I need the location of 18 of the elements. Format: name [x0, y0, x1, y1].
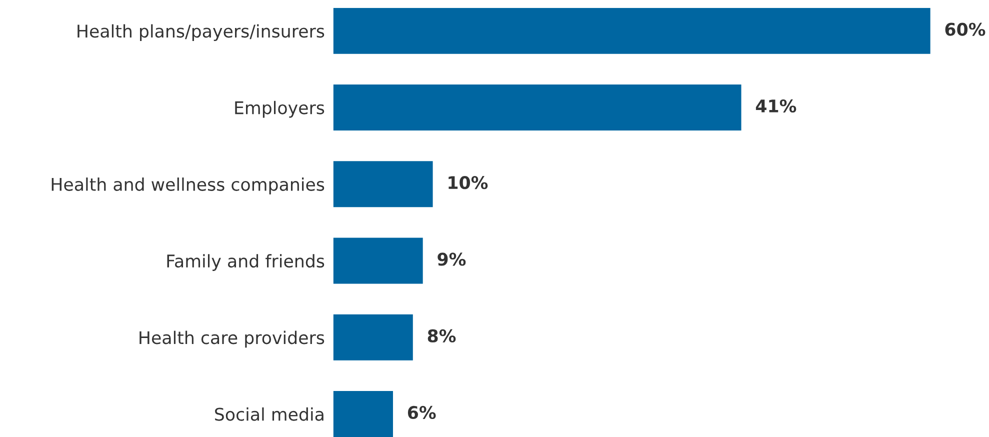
data-label: 9% [438, 252, 466, 266]
bar [333, 391, 393, 437]
bar [333, 238, 423, 284]
y-tick-label: Social media [215, 407, 324, 421]
data-label: 6% [408, 406, 436, 420]
data-label: 10% [448, 176, 488, 190]
bar [333, 314, 413, 360]
data-label: 60% [945, 22, 986, 36]
bar [333, 8, 930, 54]
y-tick-label: Health and wellness companies [52, 178, 324, 194]
y-tick-label: Family and friends [167, 254, 324, 271]
bar [333, 161, 433, 208]
data-label: 8% [428, 329, 456, 342]
y-tick-label: Employers [235, 100, 324, 118]
data-label: 41% [756, 99, 796, 113]
y-tick-label: Health plans/payers/insurers [78, 24, 324, 42]
y-tick-label: Health care providers [140, 330, 324, 348]
bar [333, 84, 742, 130]
